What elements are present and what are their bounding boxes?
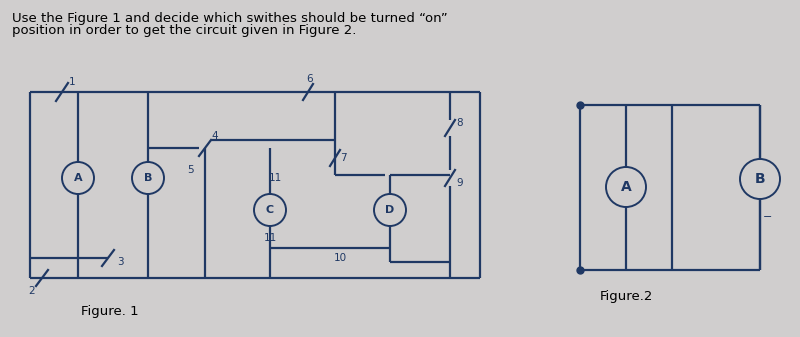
Text: A: A xyxy=(74,173,82,183)
Text: 4: 4 xyxy=(212,131,218,141)
Text: 6: 6 xyxy=(306,74,314,84)
Text: 8: 8 xyxy=(457,118,463,128)
Circle shape xyxy=(132,162,164,194)
Text: B: B xyxy=(144,173,152,183)
Text: 1: 1 xyxy=(69,77,75,87)
Text: Figure. 1: Figure. 1 xyxy=(81,305,139,318)
Text: 11: 11 xyxy=(268,173,282,183)
Circle shape xyxy=(606,167,646,207)
Text: 5: 5 xyxy=(186,165,194,175)
Text: −: − xyxy=(763,212,772,222)
Text: 3: 3 xyxy=(117,257,123,267)
Text: 10: 10 xyxy=(334,253,346,263)
Text: Use the Figure 1 and decide which swithes should be turned “on”: Use the Figure 1 and decide which swithe… xyxy=(12,12,448,25)
Text: position in order to get the circuit given in Figure 2.: position in order to get the circuit giv… xyxy=(12,24,356,37)
Text: 9: 9 xyxy=(457,178,463,188)
Text: 2: 2 xyxy=(29,286,35,296)
Text: Figure.2: Figure.2 xyxy=(600,290,654,303)
Text: B: B xyxy=(754,172,766,186)
Circle shape xyxy=(740,159,780,199)
Text: 7: 7 xyxy=(340,153,346,163)
Text: 11: 11 xyxy=(263,233,277,243)
Text: D: D xyxy=(386,205,394,215)
Circle shape xyxy=(374,194,406,226)
Circle shape xyxy=(254,194,286,226)
Text: C: C xyxy=(266,205,274,215)
Text: A: A xyxy=(621,180,631,194)
Circle shape xyxy=(62,162,94,194)
